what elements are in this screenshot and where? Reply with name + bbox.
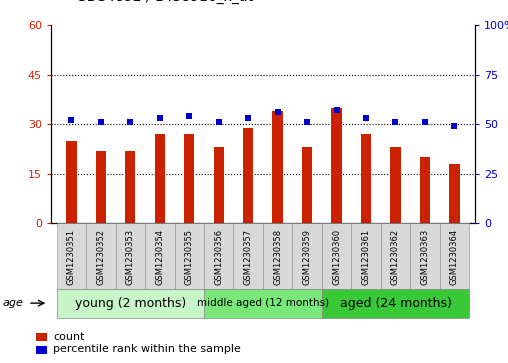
- Point: [97, 119, 105, 125]
- Text: GSM1230357: GSM1230357: [244, 229, 252, 285]
- Bar: [420, 157, 430, 223]
- Point: [215, 119, 223, 125]
- Text: percentile rank within the sample: percentile rank within the sample: [53, 344, 241, 354]
- Bar: [96, 151, 106, 223]
- Bar: [184, 134, 195, 223]
- Text: GSM1230358: GSM1230358: [273, 229, 282, 285]
- Bar: [302, 147, 312, 223]
- Text: GSM1230361: GSM1230361: [362, 229, 370, 285]
- Bar: [243, 128, 253, 223]
- Point: [126, 119, 135, 125]
- Point: [68, 118, 76, 123]
- Bar: [66, 141, 77, 223]
- Point: [303, 119, 311, 125]
- Point: [362, 115, 370, 121]
- Text: GSM1230363: GSM1230363: [421, 229, 429, 285]
- Point: [185, 114, 194, 119]
- Text: GSM1230354: GSM1230354: [155, 229, 164, 285]
- Bar: [331, 108, 342, 223]
- Text: aged (24 months): aged (24 months): [339, 297, 452, 310]
- Text: GSM1230353: GSM1230353: [126, 229, 135, 285]
- Text: GSM1230359: GSM1230359: [303, 229, 311, 285]
- Text: age: age: [3, 298, 23, 308]
- Point: [391, 119, 399, 125]
- Point: [273, 110, 281, 115]
- Text: GSM1230356: GSM1230356: [214, 229, 223, 285]
- Text: GSM1230360: GSM1230360: [332, 229, 341, 285]
- Text: GSM1230351: GSM1230351: [67, 229, 76, 285]
- Bar: [272, 111, 283, 223]
- Text: GSM1230355: GSM1230355: [185, 229, 194, 285]
- Point: [332, 107, 340, 113]
- Text: count: count: [53, 332, 85, 342]
- Point: [450, 123, 458, 129]
- Bar: [125, 151, 136, 223]
- Text: GSM1230362: GSM1230362: [391, 229, 400, 285]
- Text: GSM1230364: GSM1230364: [450, 229, 459, 285]
- Bar: [361, 134, 371, 223]
- Point: [156, 115, 164, 121]
- Bar: [213, 147, 224, 223]
- Text: GSM1230352: GSM1230352: [97, 229, 105, 285]
- Text: GDS4892 / 1438916_x_at: GDS4892 / 1438916_x_at: [76, 0, 253, 4]
- Point: [244, 115, 252, 121]
- Text: middle aged (12 months): middle aged (12 months): [197, 298, 329, 308]
- Text: young (2 months): young (2 months): [75, 297, 186, 310]
- Point: [421, 119, 429, 125]
- Bar: [449, 164, 460, 223]
- Bar: [154, 134, 165, 223]
- Bar: [390, 147, 401, 223]
